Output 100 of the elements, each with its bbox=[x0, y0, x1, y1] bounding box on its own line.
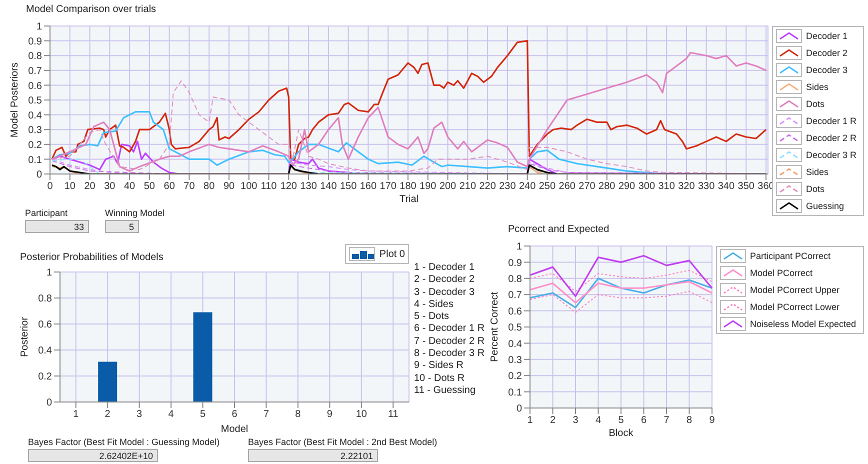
text: Bayes Factor (Best Fit Model : 2nd Best Model) bbox=[248, 437, 438, 447]
y-tick-label: 0.8 bbox=[38, 294, 52, 305]
x-tick-label: 10 bbox=[64, 181, 76, 192]
x-tick-label: 70 bbox=[184, 181, 196, 192]
text: Participant bbox=[25, 208, 69, 218]
x-tick-label: 340 bbox=[718, 181, 736, 192]
y-tick-label: 0.5 bbox=[28, 96, 42, 107]
x-tick-label: 320 bbox=[678, 181, 696, 192]
x-tick-label: 350 bbox=[738, 181, 755, 192]
x-tick-label: 4 bbox=[168, 409, 174, 420]
x-tick-label: 20 bbox=[84, 181, 96, 192]
text: 4 - Sides bbox=[414, 298, 454, 312]
legend-label: Decoder 3 R bbox=[806, 150, 857, 160]
x-tick-label: 240 bbox=[518, 181, 536, 192]
x-tick-label: 1 bbox=[527, 415, 534, 426]
y-tick-label: 0.7 bbox=[28, 66, 42, 77]
y-tick-label: 0.7 bbox=[508, 290, 522, 302]
y-tick-label: 0.6 bbox=[28, 80, 42, 92]
x-tick-label: 220 bbox=[479, 181, 496, 192]
text: 3 - Decoder 3 bbox=[414, 286, 476, 299]
value-field: 5 bbox=[105, 220, 139, 233]
legend-label: Guessing bbox=[806, 201, 844, 211]
x-tick-label: 7 bbox=[263, 409, 270, 420]
value-field: 33 bbox=[25, 220, 89, 233]
legend-label: Dots bbox=[806, 99, 825, 109]
x-tick-label: 5 bbox=[618, 415, 624, 426]
y-tick-label: 0 bbox=[36, 170, 42, 181]
x-tick-label: 230 bbox=[499, 181, 516, 192]
x-tick-label: 9 bbox=[709, 415, 716, 426]
x-tick-label: 8 bbox=[295, 409, 302, 420]
y-tick-label: 0.9 bbox=[508, 258, 522, 269]
x-tick-label: 140 bbox=[320, 181, 338, 192]
x-tick-label: 3 bbox=[572, 415, 579, 426]
y-tick-label: 0.8 bbox=[28, 51, 42, 62]
x-tick-label: 1 bbox=[73, 409, 80, 420]
x-tick-label: 10 bbox=[356, 409, 368, 420]
legend-label: Model PCorrect Upper bbox=[750, 285, 840, 295]
y-tick-label: 0.3 bbox=[508, 354, 522, 366]
x-axis-title: Trial bbox=[399, 194, 419, 205]
x-tick-label: 130 bbox=[300, 181, 318, 192]
x-tick-label: 2 bbox=[104, 409, 111, 420]
y-tick-label: 0.1 bbox=[28, 154, 42, 166]
x-axis-title: Block bbox=[608, 428, 634, 439]
legend-label: Decoder 2 R bbox=[806, 133, 857, 143]
legend-label: Noiseless Model Expected bbox=[750, 319, 856, 329]
text: Bayes Factor (Best Fit Model : Guessing Model) bbox=[28, 437, 220, 447]
y-tick-label: 0.8 bbox=[508, 274, 522, 285]
legend-label: Model PCorrect Lower bbox=[750, 302, 840, 312]
chart-title: Model Comparison over trials bbox=[26, 4, 156, 15]
x-axis-title: Model bbox=[220, 424, 248, 435]
value-field: 2.62402E+10 bbox=[28, 449, 158, 462]
x-tick-label: 4 bbox=[595, 415, 602, 426]
x-tick-label: 110 bbox=[260, 181, 278, 192]
y-axis-title: Percent Correct bbox=[490, 292, 501, 362]
x-tick-label: 80 bbox=[204, 181, 216, 192]
value-field: 2.22101 bbox=[248, 449, 378, 462]
x-tick-label: 30 bbox=[104, 181, 116, 192]
legend-label: Decoder 1 bbox=[806, 31, 848, 41]
legend-label: Sides bbox=[806, 82, 829, 92]
x-tick-label: 300 bbox=[638, 181, 656, 192]
x-tick-label: 190 bbox=[420, 181, 437, 192]
text: 2 - Decoder 2 bbox=[414, 274, 476, 287]
text: 10 - Dots R bbox=[414, 372, 466, 385]
x-tick-label: 5 bbox=[200, 409, 206, 420]
y-tick-label: 0.6 bbox=[38, 320, 52, 331]
x-tick-label: 9 bbox=[326, 409, 333, 420]
chart-title: Pcorrect and Expected bbox=[508, 224, 610, 235]
legend-label: Participant PCorrect bbox=[750, 251, 831, 261]
x-tick-label: 40 bbox=[124, 181, 136, 192]
text: 6 - Decoder 1 R bbox=[414, 323, 485, 336]
text: 5 - Dots bbox=[414, 311, 450, 324]
text: 7 - Decoder 2 R bbox=[414, 336, 485, 348]
y-tick-label: 1 bbox=[516, 242, 522, 253]
y-tick-label: 0.4 bbox=[508, 338, 522, 350]
x-tick-label: 6 bbox=[640, 415, 647, 426]
y-tick-label: 1 bbox=[36, 22, 42, 33]
legend-label: Model PCorrect bbox=[750, 268, 813, 278]
x-tick-label: 260 bbox=[558, 181, 576, 192]
y-tick-label: 0.5 bbox=[508, 322, 522, 334]
text: 1 - Decoder 1 bbox=[414, 262, 476, 274]
x-tick-label: 50 bbox=[144, 181, 156, 192]
x-tick-label: 8 bbox=[686, 415, 692, 426]
text: 8 - Decoder 3 R bbox=[414, 348, 485, 360]
x-tick-label: 150 bbox=[340, 181, 358, 192]
legend-label: Decoder 3 bbox=[806, 65, 848, 75]
y-tick-label: 0.2 bbox=[508, 371, 522, 382]
text: Winning Model bbox=[105, 208, 165, 218]
x-tick-label: 11 bbox=[388, 409, 399, 420]
x-tick-label: 250 bbox=[538, 181, 556, 192]
y-axis-title: Model Posteriors bbox=[10, 62, 21, 138]
legend-label: Decoder 2 bbox=[806, 48, 848, 58]
y-axis-title: Posterior bbox=[20, 316, 31, 358]
x-tick-label: 6 bbox=[232, 409, 238, 420]
x-tick-label: 100 bbox=[240, 181, 258, 192]
y-tick-label: 0.2 bbox=[28, 140, 42, 151]
y-tick-label: 0.1 bbox=[508, 387, 522, 398]
y-tick-label: 0.4 bbox=[38, 346, 52, 357]
text: 11 - Guessing bbox=[414, 384, 477, 398]
y-tick-label: 1 bbox=[46, 268, 52, 279]
x-tick-label: 60 bbox=[164, 181, 176, 192]
